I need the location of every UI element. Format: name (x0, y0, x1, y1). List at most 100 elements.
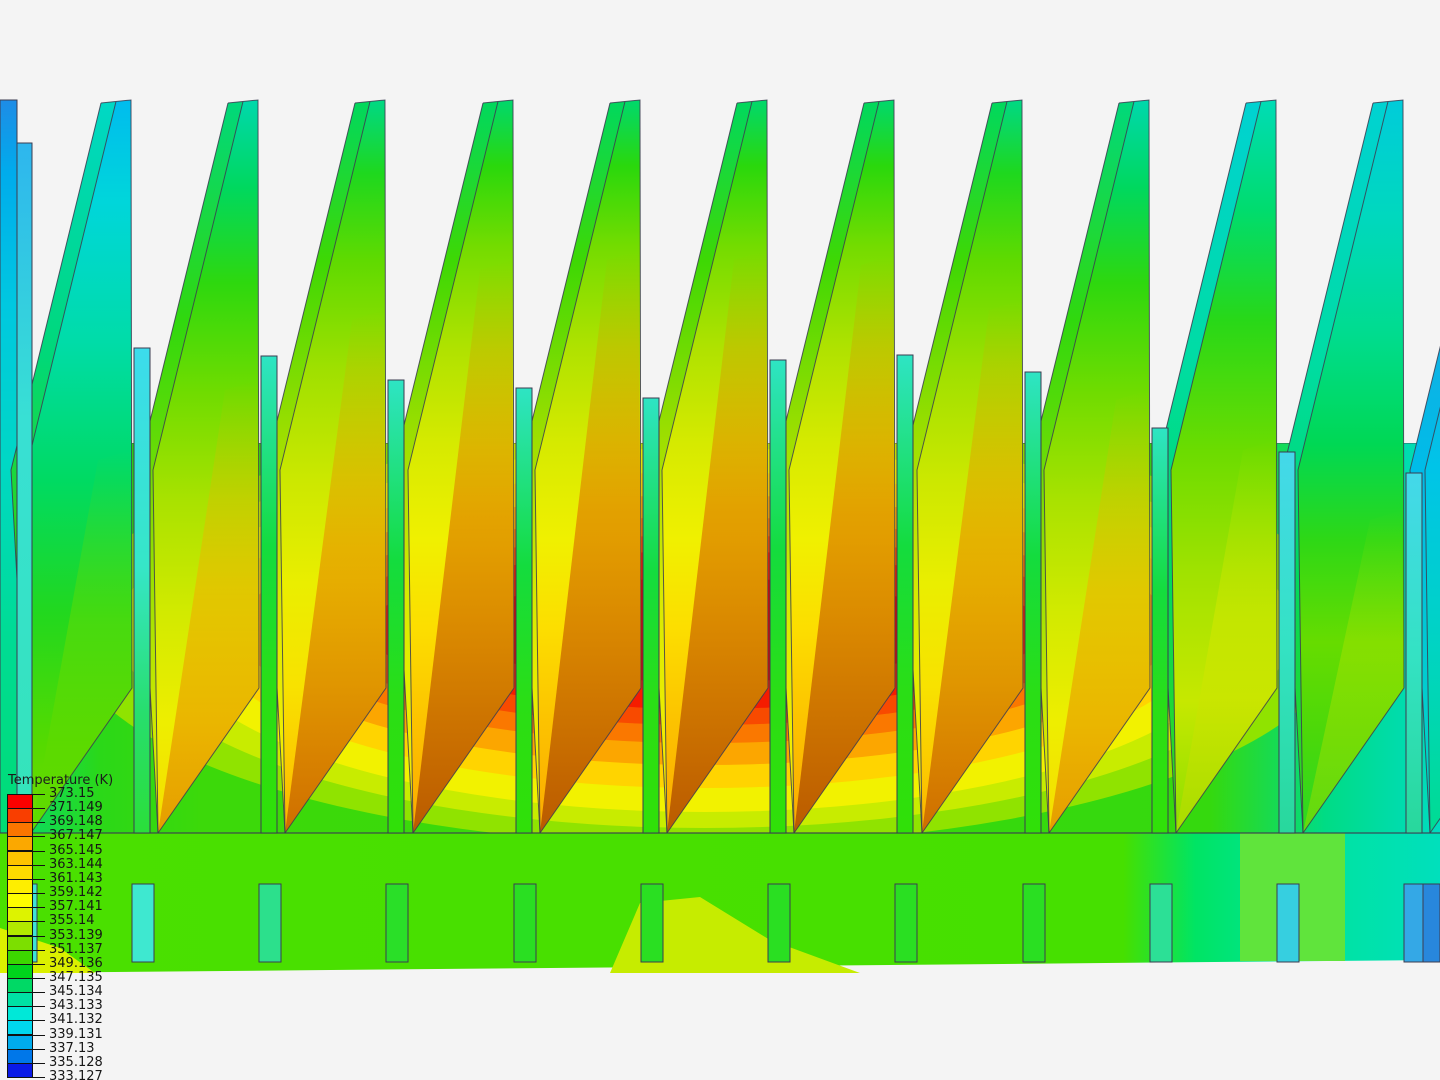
fin-front-edge-line (921, 99, 1024, 834)
legend-tick-label: 373.15 (49, 786, 95, 801)
legend-swatch (7, 907, 33, 923)
fin-front-strip (387, 379, 405, 834)
legend-tick (33, 921, 45, 923)
legend-swatch (7, 1048, 33, 1064)
fin-front-edge-line (412, 99, 515, 834)
fin-3 (264, 99, 387, 834)
fin-crease-line (1170, 101, 1262, 834)
fin-crease-line (1043, 101, 1135, 834)
base-face-patch (610, 897, 860, 973)
fin-base-tab (1149, 883, 1173, 963)
legend-swatch (7, 864, 33, 880)
fin-7 (773, 99, 896, 834)
fin-front-strip (769, 359, 787, 834)
fin-front-strips (14, 142, 1440, 963)
fin-base-tab (1276, 883, 1300, 963)
legend-tick-label: 359.142 (49, 885, 103, 901)
legend-swatch (7, 822, 33, 838)
fin-front-edge-line (157, 99, 260, 834)
fin-crease-line (152, 101, 244, 834)
fin-front-edge-line (30, 99, 133, 834)
legend-tick-label: 355.14 (49, 913, 95, 929)
fin-10 (1155, 99, 1278, 834)
legend-tick (33, 808, 45, 810)
fin-base-tab (258, 883, 282, 963)
fin-crease-line (788, 101, 880, 834)
legend-tick (33, 1020, 45, 1022)
legend-tick-label: 337.13 (49, 1040, 95, 1056)
legend-tick-label: 341.132 (49, 1012, 103, 1028)
legend-tick (33, 949, 45, 951)
legend-tick (33, 977, 45, 979)
fin-front-edge-line (284, 99, 387, 834)
legend-swatch (7, 1062, 33, 1078)
legend-tick (33, 836, 45, 838)
legend-tick (33, 893, 45, 895)
legend-tick (33, 1034, 45, 1036)
legend-swatch (7, 992, 33, 1008)
legend-tick (33, 907, 45, 909)
fin-crease-line (916, 101, 1008, 834)
legend-tick (33, 992, 45, 994)
legend-tick-label: 339.131 (49, 1026, 103, 1042)
legend-tick (33, 794, 45, 795)
fin-crease-line (279, 101, 371, 834)
fin-base-tab (894, 883, 918, 963)
legend-swatch (7, 878, 33, 894)
fin-base-tab (767, 883, 791, 963)
legend-tick (33, 1062, 45, 1064)
legend-swatch (7, 1020, 33, 1036)
legend-swatch (7, 808, 33, 824)
fin-11 (1282, 99, 1405, 834)
legend-tick (33, 822, 45, 824)
fin-front-strip (1151, 427, 1169, 834)
legend-swatch (7, 850, 33, 866)
fin-hot-streak (1049, 390, 1150, 833)
fin-hot-streak (1303, 510, 1404, 833)
legend-swatch (7, 794, 33, 809)
fin-front-strip (1024, 371, 1042, 834)
fin-hot-streak (540, 250, 641, 833)
legend-swatch (7, 893, 33, 909)
legend-swatch (7, 921, 33, 937)
fin-4 (392, 99, 515, 834)
legend-tick (33, 864, 45, 866)
legend-tick-label: 353.139 (49, 927, 103, 943)
fin-5 (519, 99, 642, 834)
fin-base-tab (640, 883, 664, 963)
legend-swatch (7, 949, 33, 965)
fin-hot-streak (31, 450, 132, 833)
legend-tick (33, 878, 45, 880)
legend-tick-label: 365.145 (49, 842, 103, 858)
legend-tick-label: 363.144 (49, 856, 103, 872)
fin-crease-line (1424, 406, 1440, 834)
fin-hot-streak (413, 260, 514, 833)
legend-swatch (7, 1034, 33, 1050)
legend-swatch (7, 1006, 33, 1022)
legend-tick-label: 351.137 (49, 941, 103, 957)
fin-front-edge-line (666, 99, 769, 834)
fin-6 (646, 99, 769, 834)
legend-tick-label: 361.143 (49, 870, 103, 886)
legend-swatch (7, 963, 33, 979)
fin-base-tab (513, 883, 537, 963)
legend-tick-label: 343.133 (49, 998, 103, 1014)
legend-tick-label: 369.148 (49, 814, 103, 830)
fin-9 (1028, 99, 1151, 834)
fin-2 (137, 99, 260, 834)
fin-crease-line (1297, 101, 1389, 834)
legend-tick-label: 345.134 (49, 984, 103, 1000)
fin-1 (10, 99, 133, 834)
fin-base-tab (131, 883, 155, 963)
legend-tick (33, 1048, 45, 1050)
fin-front-strip (896, 354, 914, 834)
fin-crease-line (661, 101, 753, 834)
fin-front-strip (1405, 472, 1423, 834)
fin-front-edge-line (1302, 99, 1405, 834)
fin-front-edge-line (793, 99, 896, 834)
fin-hot-streak (667, 250, 768, 833)
legend-swatch (7, 836, 33, 852)
fin-crease-line (407, 101, 499, 834)
fin-hot-streak (922, 300, 1023, 833)
